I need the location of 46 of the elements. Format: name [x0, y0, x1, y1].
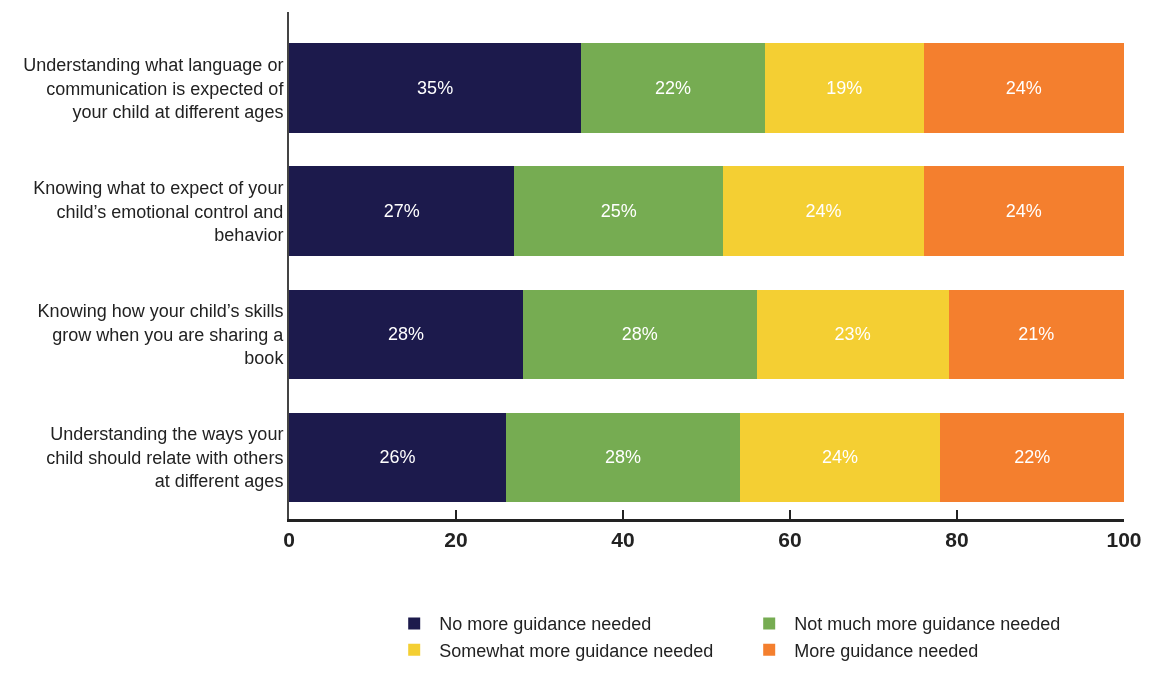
bar — [923, 166, 1124, 257]
data-label: 23% — [834, 324, 871, 345]
data-label: 19% — [826, 78, 863, 99]
data-label: 28% — [621, 324, 658, 345]
bar — [764, 43, 924, 134]
bar — [940, 412, 1124, 503]
data-label: 25% — [600, 201, 637, 222]
legend-label: No more guidance needed — [439, 614, 652, 635]
y-tick-label: Understanding the ways your child should relate with others at different ages — [46, 424, 284, 492]
legend-label: Not much more guidance needed — [794, 614, 1061, 635]
x-tick-label: 80 — [945, 527, 969, 551]
data-label: 24% — [822, 447, 859, 468]
y-tick-label: Understanding what language or communication is expected of your child at different ages — [23, 55, 285, 122]
bar — [289, 166, 515, 257]
bar — [289, 289, 523, 380]
data-label: 35% — [417, 78, 454, 99]
bar — [948, 289, 1124, 380]
x-tick-label: 40 — [611, 527, 635, 551]
data-label: 22% — [1014, 447, 1051, 468]
data-label: 24% — [805, 201, 842, 222]
data-label: 27% — [383, 201, 420, 222]
x-tick-label: 60 — [778, 527, 802, 551]
data-label: 22% — [655, 78, 692, 99]
bar — [581, 43, 765, 134]
legend-label: More guidance needed — [794, 640, 979, 661]
y-tick-label: Knowing how your child’s skills grow when you are sharing a book — [37, 301, 285, 369]
bar — [289, 43, 582, 134]
bar — [522, 289, 757, 380]
x-tick-label: 20 — [444, 527, 468, 551]
data-label: 26% — [379, 447, 416, 468]
data-label: 24% — [1005, 78, 1042, 99]
bar — [514, 166, 724, 257]
legend-label: Somewhat more guidance needed — [439, 640, 714, 661]
bar — [923, 43, 1124, 134]
x-tick-label: 100 — [1106, 527, 1142, 551]
bar — [723, 166, 924, 257]
data-label: 24% — [1005, 201, 1042, 222]
data-label: 21% — [1018, 324, 1055, 345]
bar — [289, 412, 507, 503]
bar — [506, 412, 740, 503]
y-tick-label: Knowing what to expect of your child’s emotional control and behavior — [33, 178, 284, 246]
bar — [756, 289, 949, 380]
data-label: 28% — [387, 324, 424, 345]
bar — [739, 412, 941, 503]
x-tick-label: 0 — [283, 527, 295, 551]
data-label: 28% — [604, 447, 642, 468]
